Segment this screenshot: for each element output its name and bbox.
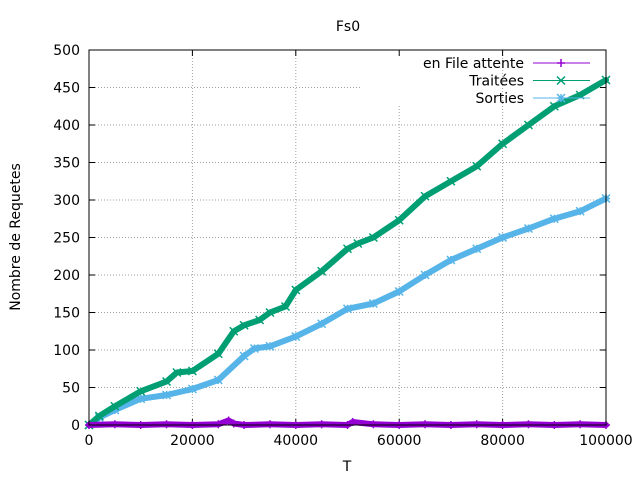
data-point [576,420,585,429]
data-point [229,419,238,428]
data-point [317,319,327,329]
data-point [575,206,585,216]
y-tick-label: 450 [53,81,80,97]
data-point [524,420,533,429]
y-tick-label: 350 [53,156,80,172]
data-point [265,341,275,351]
data-point [523,223,533,234]
x-tick-label: 0 [85,433,94,449]
data-point [317,266,327,276]
data-point [394,286,404,297]
legend-label: Sorties [476,91,525,107]
x-tick-label: 60000 [377,433,422,449]
data-point [368,232,378,243]
data-point [498,139,508,149]
data-point [265,420,274,429]
data-point [523,120,533,130]
data-point [162,420,171,429]
data-point [265,307,275,318]
y-axis-ticks: 0 50 100 150 200 250 300 350 400 450 500 [53,43,606,434]
data-point [472,161,482,171]
data-point [342,244,353,254]
legend-marker [556,93,566,103]
data-point [549,214,559,224]
data-point [472,244,482,254]
series-layer [84,75,611,430]
data-point [498,232,508,243]
y-tick-label: 250 [53,231,80,247]
data-point [162,390,172,400]
data-point [187,366,197,376]
x-tick-label: 40000 [274,433,319,449]
y-tick-label: 150 [53,306,80,322]
data-point [172,367,182,378]
x-tick-label: 20000 [170,433,215,449]
y-tick-label: 300 [53,193,80,209]
data-point [229,326,239,336]
data-point [317,420,326,429]
data-point [394,215,404,225]
data-point [187,384,197,394]
data-point [255,315,265,325]
legend-marker [556,75,566,86]
data-point [446,176,456,186]
data-point [420,270,430,280]
data-point [214,420,223,429]
legend-label: Traitées [468,74,524,90]
y-axis-label: Nombre de Requetes [8,163,24,311]
data-point [549,101,559,111]
x-tick-label: 100000 [579,433,632,449]
data-point [94,411,104,421]
data-point [353,238,363,249]
y-tick-label: 500 [53,43,80,59]
x-axis-ticks: 0 20000 40000 60000 80000 100000 [85,50,633,449]
y-tick-label: 0 [71,418,80,434]
data-point [239,351,249,361]
data-point [368,298,378,309]
series-line-trait-es [86,77,609,428]
data-point [213,375,223,385]
data-point [110,420,119,429]
data-point [446,255,456,265]
data-point [249,343,259,354]
data-point [162,376,172,387]
y-tick-label: 400 [53,118,80,134]
series-en-file-attente [85,416,610,429]
data-point [213,349,223,359]
grid-lines [89,50,606,425]
data-point [369,420,378,429]
data-point [342,304,353,314]
data-point [291,331,301,342]
data-point [136,386,146,396]
data-point [239,320,249,330]
x-axis-label: T [342,459,352,475]
series-sorties [84,193,611,430]
chart-title: Fs0 [336,19,360,35]
data-point [420,191,430,201]
data-point [224,416,233,425]
y-tick-label: 200 [53,268,80,284]
series-trait-es [84,75,611,430]
data-point [280,301,290,312]
x-tick-label: 80000 [480,433,525,449]
data-point [291,285,301,295]
data-point [472,420,481,429]
data-point [110,401,120,411]
legend-label: en File attente [423,56,524,72]
plot-frame [88,49,607,426]
y-tick-label: 50 [62,381,80,397]
legend-marker [557,59,565,67]
data-point [421,420,430,429]
y-tick-label: 100 [53,343,80,359]
